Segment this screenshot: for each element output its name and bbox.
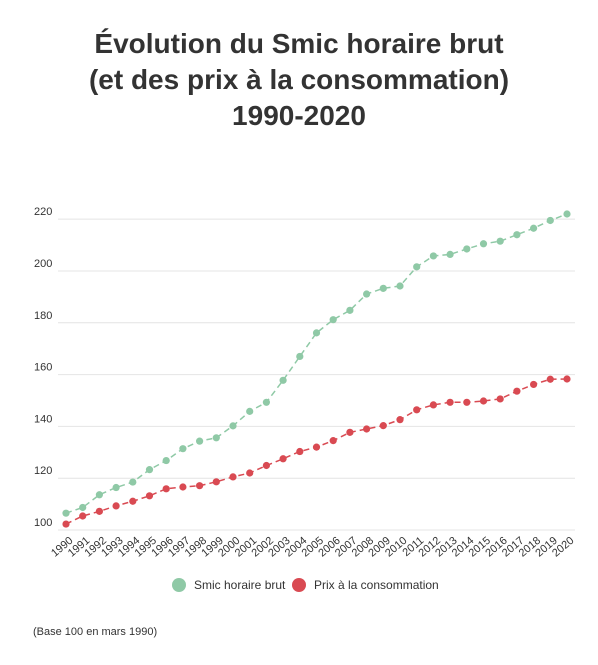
data-point-smic-2012[interactable] (429, 252, 437, 260)
series-prix (62, 375, 571, 528)
data-point-prix-2002[interactable] (262, 461, 270, 470)
y-tick-label-160: 160 (34, 362, 52, 374)
legend: Smic horaire brut Prix à la consommation (0, 578, 598, 598)
data-point-prix-2010[interactable] (396, 416, 404, 424)
data-point-smic-2018[interactable] (530, 224, 538, 232)
data-point-prix-2013[interactable] (446, 398, 454, 406)
data-point-smic-2017[interactable] (513, 231, 521, 239)
data-point-prix-2017[interactable] (513, 387, 521, 395)
data-point-prix-1995[interactable] (145, 492, 154, 500)
data-point-prix-2011[interactable] (413, 406, 421, 414)
data-point-prix-2001[interactable] (246, 469, 254, 477)
data-point-smic-2008[interactable] (363, 290, 371, 298)
data-point-prix-2009[interactable] (379, 422, 387, 430)
data-point-smic-1997[interactable] (179, 445, 187, 453)
data-point-prix-2007[interactable] (346, 428, 354, 436)
data-point-smic-2010[interactable] (396, 282, 404, 290)
y-tick-label-220: 220 (34, 206, 52, 218)
data-point-smic-2001[interactable] (246, 407, 254, 415)
data-point-prix-1993[interactable] (112, 502, 120, 510)
chart-title-line-3: 1990-2020 (232, 100, 366, 131)
data-point-prix-1996[interactable] (162, 485, 170, 493)
data-point-smic-2016[interactable] (496, 237, 504, 245)
data-point-smic-2003[interactable] (279, 376, 287, 384)
data-point-prix-2012[interactable] (429, 401, 437, 409)
data-point-smic-1995[interactable] (145, 466, 154, 474)
legend-item-prix[interactable]: Prix à la consommation (292, 578, 439, 592)
data-point-smic-1994[interactable] (129, 478, 137, 486)
data-point-smic-1999[interactable] (212, 434, 220, 442)
y-tick-label-120: 120 (34, 465, 52, 477)
data-point-prix-1991[interactable] (79, 512, 87, 520)
data-point-prix-1998[interactable] (196, 482, 204, 490)
data-point-smic-2014[interactable] (463, 245, 471, 253)
data-point-prix-2018[interactable] (530, 380, 538, 389)
chart-title: Évolution du Smic horaire brut (et des p… (0, 26, 598, 134)
data-point-prix-1994[interactable] (129, 497, 137, 505)
data-point-smic-2000[interactable] (229, 422, 237, 430)
x-axis-ticks: 1990199119921993199419951996199719981999… (49, 535, 576, 560)
data-point-prix-2019[interactable] (546, 375, 554, 383)
data-point-prix-2020[interactable] (563, 375, 571, 383)
data-point-prix-2003[interactable] (279, 455, 287, 463)
data-point-smic-2002[interactable] (262, 398, 270, 406)
y-tick-label-180: 180 (34, 310, 52, 322)
data-point-prix-1997[interactable] (179, 483, 187, 491)
data-point-prix-1992[interactable] (95, 507, 103, 515)
chart-title-line-2: (et des prix à la consommation) (88, 64, 510, 95)
data-point-smic-1996[interactable] (162, 456, 170, 465)
data-point-smic-1993[interactable] (112, 483, 120, 492)
y-tick-label-100: 100 (34, 517, 52, 529)
data-point-smic-2006[interactable] (329, 316, 337, 324)
data-point-prix-2004[interactable] (296, 447, 304, 456)
data-point-smic-2015[interactable] (479, 240, 488, 248)
data-point-smic-2009[interactable] (379, 284, 387, 292)
grid-lines (58, 218, 575, 531)
legend-marker-smic (172, 578, 186, 592)
data-point-prix-2000[interactable] (229, 473, 237, 481)
data-point-prix-2016[interactable] (496, 395, 504, 403)
chart-title-line-1: Évolution du Smic horaire brut (94, 28, 504, 59)
legend-marker-prix (292, 578, 306, 592)
data-point-smic-1998[interactable] (196, 437, 204, 445)
data-point-smic-2005[interactable] (312, 329, 321, 337)
y-tick-label-140: 140 (34, 413, 52, 425)
y-axis-ticks: 100 120 140 160 180 200 220 (34, 206, 52, 529)
y-tick-label-200: 200 (34, 258, 52, 270)
data-point-prix-2005[interactable] (312, 443, 321, 451)
data-point-smic-2011[interactable] (413, 263, 421, 271)
data-point-smic-2007[interactable] (346, 306, 354, 314)
data-point-smic-2004[interactable] (296, 352, 304, 361)
data-point-prix-2006[interactable] (329, 437, 337, 445)
legend-label-prix: Prix à la consommation (314, 578, 439, 592)
data-point-smic-2020[interactable] (563, 210, 571, 218)
data-point-smic-2019[interactable] (546, 216, 554, 225)
legend-label-smic: Smic horaire brut (194, 578, 286, 592)
data-point-prix-1999[interactable] (212, 478, 220, 486)
legend-item-smic[interactable]: Smic horaire brut (172, 578, 285, 592)
data-point-prix-1990[interactable] (62, 520, 70, 528)
series-group (62, 210, 571, 528)
data-point-smic-1992[interactable] (95, 491, 103, 499)
footnote: (Base 100 en mars 1990) (33, 626, 158, 638)
series-line-prix (65, 378, 568, 525)
data-point-smic-1991[interactable] (79, 503, 87, 512)
data-point-prix-2008[interactable] (363, 425, 371, 433)
data-point-smic-1990[interactable] (62, 509, 70, 517)
data-point-prix-2014[interactable] (463, 398, 471, 406)
series-line-smic (65, 213, 568, 514)
data-point-prix-2015[interactable] (479, 397, 488, 405)
series-smic (62, 210, 571, 517)
data-point-smic-2013[interactable] (446, 250, 454, 259)
